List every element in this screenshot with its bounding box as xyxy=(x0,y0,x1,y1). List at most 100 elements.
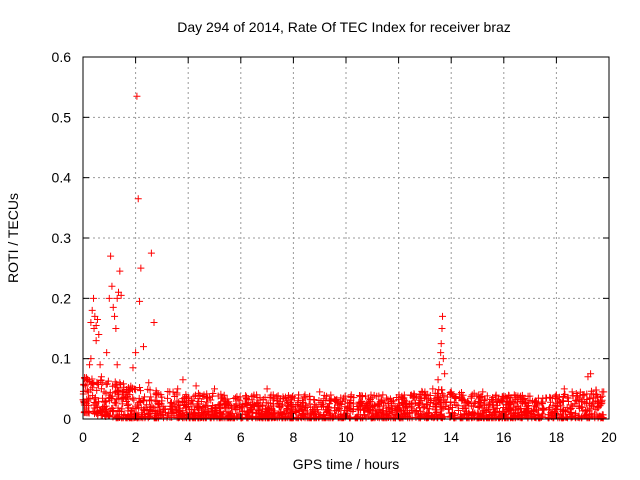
roti-baseline-point xyxy=(465,400,473,408)
roti-point xyxy=(542,394,550,402)
roti-baseline-point xyxy=(140,396,148,404)
roti-baseline-point xyxy=(252,409,260,417)
roti-baseline-point xyxy=(356,393,364,401)
roti-baseline-point xyxy=(440,392,448,400)
roti-baseline-point xyxy=(274,392,282,400)
roti-point xyxy=(489,397,497,405)
roti-point xyxy=(92,337,100,345)
y-tick-label: 0 xyxy=(63,411,71,427)
roti-point xyxy=(158,397,166,405)
roti-baseline-point xyxy=(80,409,88,417)
x-tick-label: 16 xyxy=(496,429,512,445)
roti-point xyxy=(439,312,447,320)
roti-baseline-point xyxy=(435,386,443,394)
roti-baseline-point xyxy=(505,392,513,400)
roti-baseline-point xyxy=(494,414,502,422)
roti-baseline-point xyxy=(307,403,315,411)
roti-baseline-point xyxy=(376,402,384,410)
roti-baseline-point xyxy=(383,394,391,402)
roti-baseline-point xyxy=(327,391,335,399)
roti-baseline-point xyxy=(580,390,588,398)
roti-baseline-point xyxy=(140,393,148,401)
roti-point xyxy=(116,379,124,387)
roti-baseline-point xyxy=(516,405,524,413)
roti-baseline-point xyxy=(400,401,408,409)
roti-point xyxy=(200,391,208,399)
roti-point xyxy=(337,394,345,402)
roti-point xyxy=(100,388,108,396)
roti-point xyxy=(305,400,313,408)
x-tick-label: 18 xyxy=(549,429,565,445)
roti-point xyxy=(510,391,518,399)
roti-baseline-point xyxy=(507,405,515,413)
x-axis-label: GPS time / hours xyxy=(293,456,400,472)
roti-baseline-point xyxy=(325,396,333,404)
roti-point xyxy=(117,291,125,299)
roti-baseline-point xyxy=(147,393,155,401)
roti-baseline-point xyxy=(127,414,135,422)
roti-baseline-point xyxy=(217,399,225,407)
roti-baseline-point xyxy=(431,406,439,414)
roti-baseline-point xyxy=(350,405,358,413)
roti-baseline-point xyxy=(135,394,143,402)
roti-point xyxy=(136,297,144,305)
roti-baseline-point xyxy=(242,392,250,400)
roti-point xyxy=(435,361,443,369)
roti-point xyxy=(263,385,271,393)
roti-baseline-point xyxy=(346,413,354,421)
roti-point xyxy=(153,391,161,399)
roti-baseline-point xyxy=(548,411,556,419)
roti-point xyxy=(113,361,121,369)
roti-baseline-point xyxy=(210,411,218,419)
roti-point xyxy=(192,382,200,390)
roti-baseline-point xyxy=(139,411,147,419)
x-tick-label: 12 xyxy=(391,429,407,445)
roti-baseline-point xyxy=(201,402,209,410)
roti-baseline-point xyxy=(119,400,127,408)
roti-point xyxy=(129,364,137,372)
roti-point xyxy=(421,388,429,396)
roti-baseline-point xyxy=(499,403,507,411)
roti-point xyxy=(521,400,529,408)
roti-baseline-point xyxy=(368,414,376,422)
roti-point xyxy=(437,340,445,348)
roti-baseline-point xyxy=(360,406,368,414)
roti-baseline-point xyxy=(164,394,172,402)
roti-baseline-point xyxy=(546,404,554,412)
roti-point xyxy=(99,379,107,387)
roti-baseline-point xyxy=(592,406,600,414)
roti-baseline-point xyxy=(195,398,203,406)
roti-point xyxy=(347,391,355,399)
roti-baseline-point xyxy=(153,398,161,406)
roti-point xyxy=(105,294,113,302)
roti-baseline-point xyxy=(529,412,537,420)
roti-point xyxy=(166,388,174,396)
roti-baseline-point xyxy=(425,405,433,413)
x-tick-label: 2 xyxy=(132,429,140,445)
roti-point xyxy=(326,397,334,405)
roti-baseline-point xyxy=(545,405,553,413)
roti-point xyxy=(434,376,442,384)
roti-point xyxy=(86,361,94,369)
roti-baseline-point xyxy=(159,402,167,410)
roti-baseline-point xyxy=(256,401,264,409)
roti-baseline-point xyxy=(183,414,191,422)
roti-baseline-point xyxy=(377,398,385,406)
roti-point xyxy=(93,315,101,323)
roti-baseline-point xyxy=(449,391,457,399)
roti-baseline-point xyxy=(375,414,383,422)
roti-baseline-point xyxy=(199,392,207,400)
roti-point xyxy=(132,349,140,357)
x-tick-label: 20 xyxy=(601,429,617,445)
roti-baseline-point xyxy=(106,389,114,397)
roti-baseline-point xyxy=(459,414,467,422)
roti-baseline-point xyxy=(279,400,287,408)
roti-baseline-point xyxy=(462,404,470,412)
roti-baseline-point xyxy=(227,414,235,422)
chart-title: Day 294 of 2014, Rate Of TEC Index for r… xyxy=(177,19,511,35)
roti-baseline-point xyxy=(89,379,97,387)
roti-baseline-point xyxy=(267,391,275,399)
roti-baseline-point xyxy=(309,410,317,418)
roti-baseline-point xyxy=(571,411,579,419)
roti-baseline-point xyxy=(267,414,275,422)
